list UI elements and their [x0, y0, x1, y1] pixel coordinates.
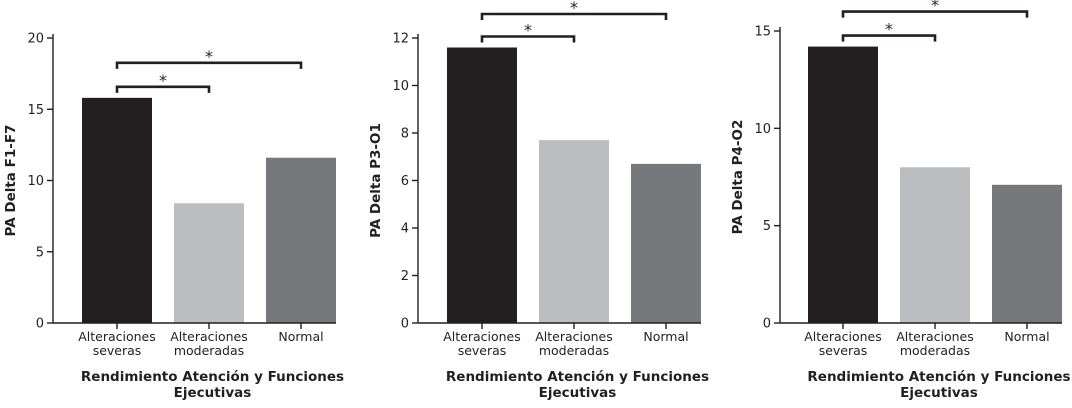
chart-panel-2: 0 2 4 6 8 10 12 Alteraciones severas Alteraciones…: [368, 0, 709, 401]
x-axis-title: Rendimiento Atención y Funciones Ejecutiv…: [807, 369, 1070, 401]
y-tick-label: 2: [401, 269, 409, 284]
y-tick-label: 0: [401, 317, 409, 332]
x-tick-label: Alteraciones severas: [443, 329, 521, 358]
x-tick-label: Alteraciones moderadas: [170, 329, 248, 358]
bar: [808, 46, 878, 323]
y-tick-label: 4: [401, 222, 409, 237]
chart-panel-1: 0 5 10 15 20 Alteraciones severas Alteraciones m…: [3, 32, 344, 402]
y-axis-title: PA Delta P4-O2: [730, 120, 746, 235]
significance-bracket: [841, 10, 1029, 18]
y-tick-label: 5: [36, 245, 44, 260]
significance-star: *: [159, 71, 167, 90]
bar: [539, 140, 609, 323]
significance-bracket: [115, 85, 211, 93]
x-tick-label: Alteraciones severas: [78, 329, 156, 358]
x-tick-label: Alteraciones moderadas: [896, 329, 974, 358]
significance-bracket: [115, 61, 303, 69]
significance-bracket: [480, 12, 668, 20]
x-tick-label: Normal: [643, 329, 688, 344]
bar: [900, 167, 970, 323]
bar: [447, 47, 517, 323]
y-tick-label: 10: [392, 79, 409, 94]
bar: [82, 97, 152, 323]
y-tick-label: 10: [754, 122, 771, 137]
y-tick-label: 20: [27, 32, 44, 47]
y-tick-label: 8: [401, 127, 409, 142]
bar: [266, 157, 336, 323]
y-tick-label: 0: [763, 317, 771, 332]
x-tick-label: Alteraciones severas: [804, 329, 882, 358]
y-tick-label: 5: [763, 219, 771, 234]
significance-star: *: [570, 0, 578, 17]
x-axis-title: Rendimiento Atención y Funciones Ejecutiv…: [81, 369, 344, 401]
x-tick-label: Normal: [278, 329, 323, 344]
significance-star: *: [885, 20, 893, 39]
significance-bracket: [480, 35, 576, 43]
y-tick-label: 15: [27, 103, 44, 118]
chart-panel-3: 0 5 10 15 Alteraciones severas Alteraciones mod…: [730, 0, 1071, 401]
significance-bracket: [841, 34, 937, 42]
y-tick-label: 0: [36, 317, 44, 332]
bar: [174, 203, 244, 323]
y-axis-title: PA Delta P3-O1: [368, 123, 384, 238]
y-tick-label: 12: [392, 32, 409, 47]
y-tick-label: 10: [27, 174, 44, 189]
bar: [631, 163, 701, 323]
y-tick-label: 6: [401, 174, 409, 189]
significance-star: *: [931, 0, 939, 15]
significance-star: *: [205, 47, 213, 66]
y-tick-label: 15: [754, 25, 771, 40]
x-axis-title: Rendimiento Atención y Funciones Ejecutiv…: [446, 369, 709, 401]
y-axis-title: PA Delta F1-F7: [3, 125, 19, 237]
x-tick-label: Alteraciones moderadas: [535, 329, 613, 358]
significance-star: *: [524, 21, 532, 40]
x-tick-label: Normal: [1004, 329, 1049, 344]
bar: [992, 184, 1062, 323]
